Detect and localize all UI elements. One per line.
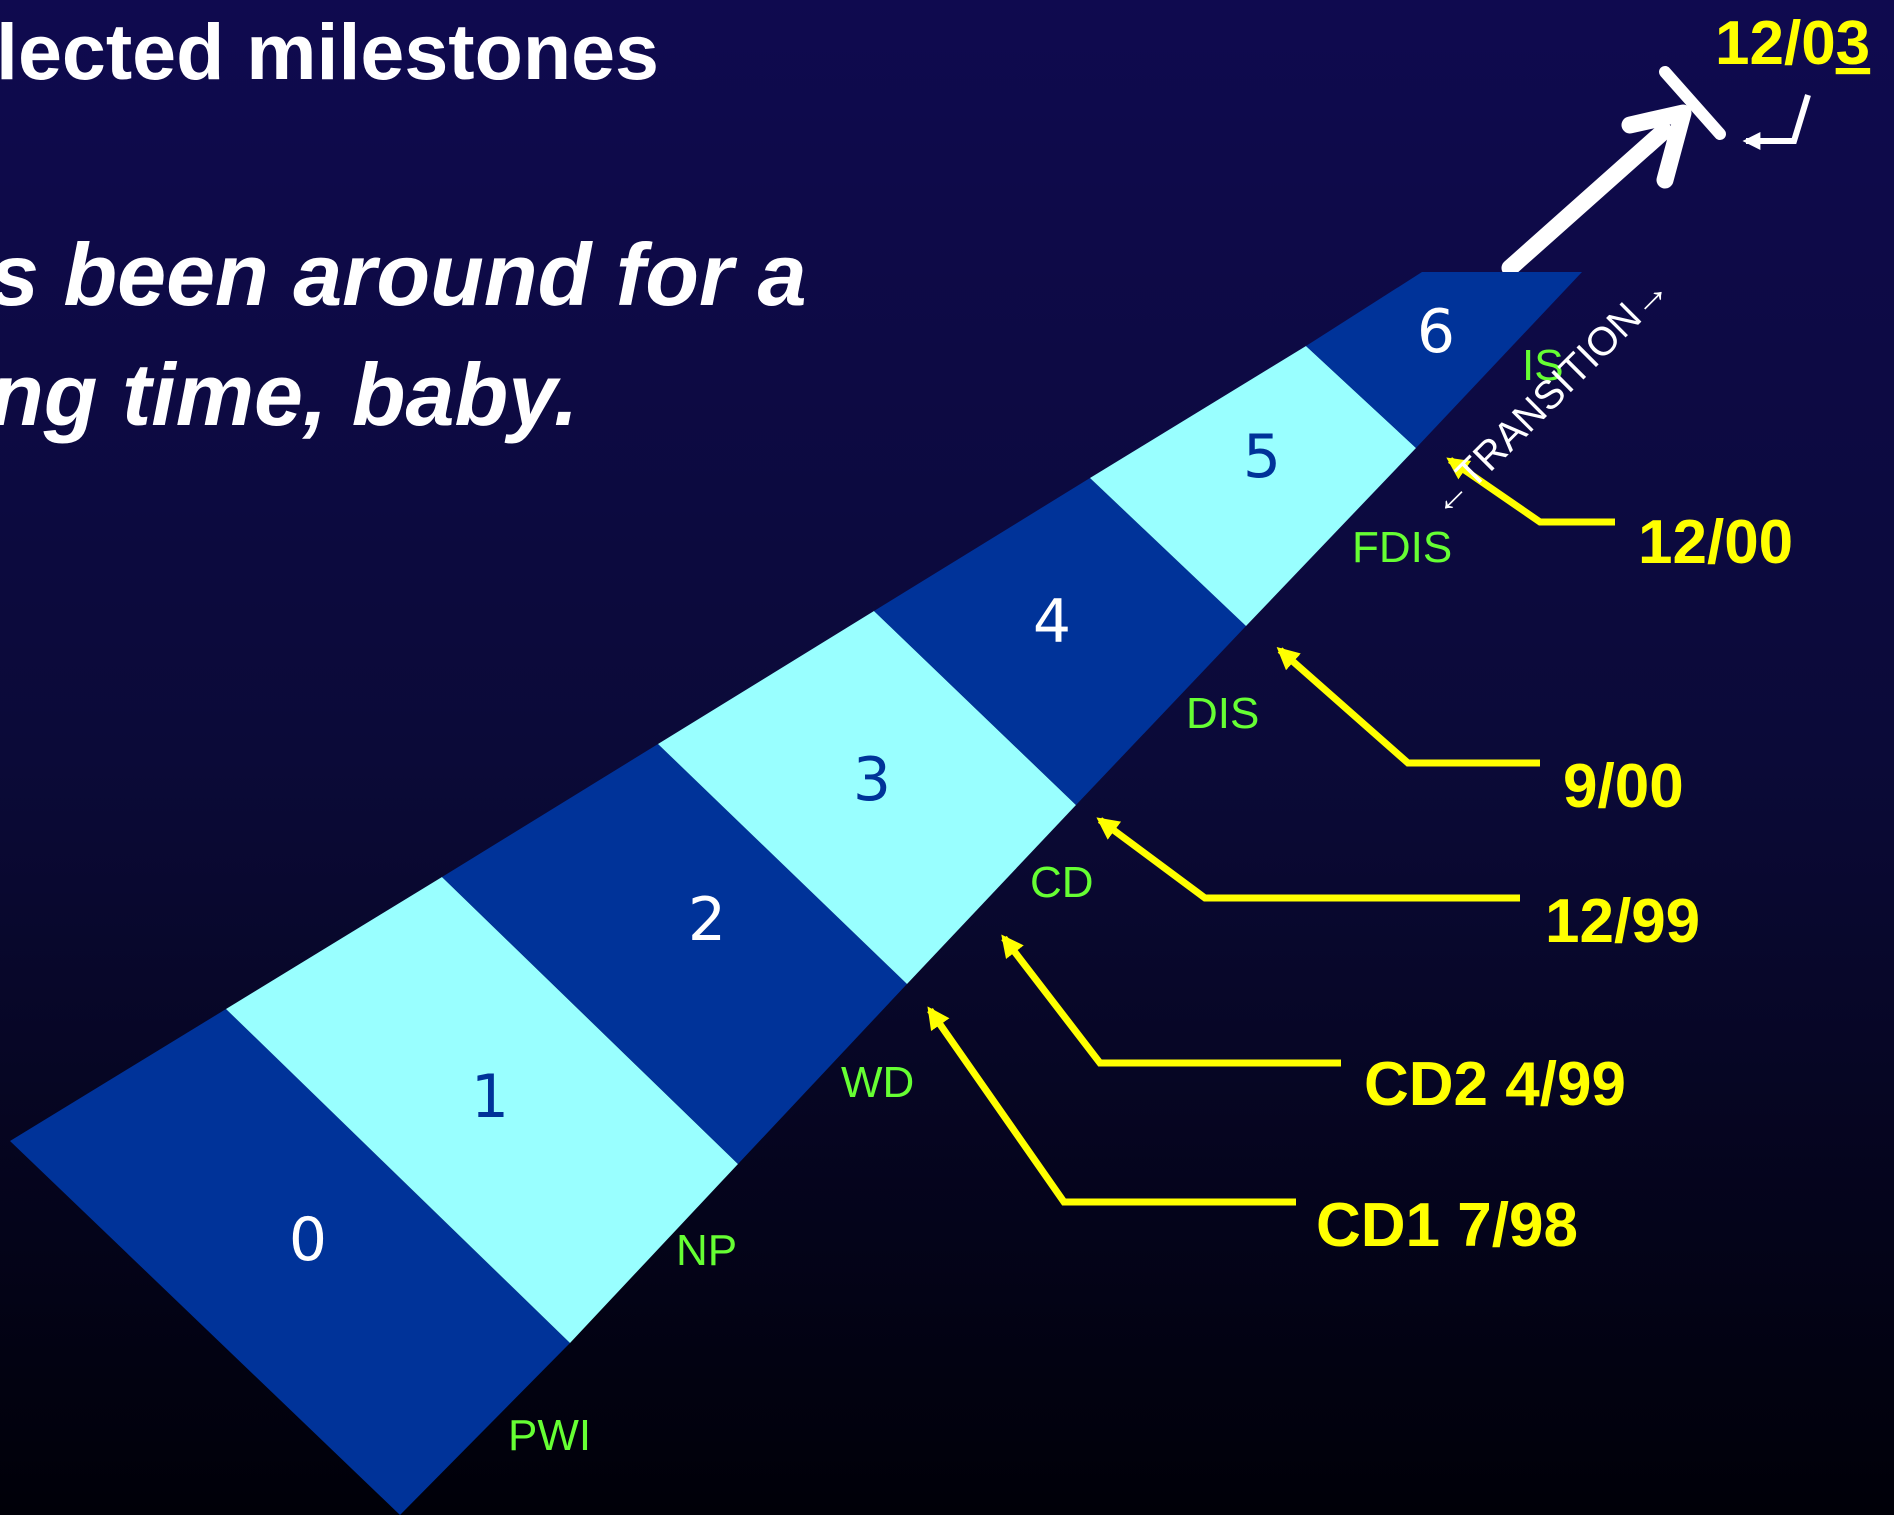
final-arrow-head: [1621, 104, 1692, 189]
stage-number-6: 6: [1417, 297, 1455, 367]
final-milestone-underlined: 3: [1836, 9, 1870, 78]
milestone-cd2-arrow: [1001, 934, 1341, 1067]
final-milestone-prefix: 12/0: [1715, 9, 1836, 78]
milestone-12-00-label: 12/00: [1638, 508, 1793, 577]
slide-title: lected milestones: [0, 7, 659, 96]
final-milestone-label: 12/03: [1715, 9, 1870, 78]
stage-number-1: 1: [471, 1062, 509, 1132]
stage-code-wd: WD: [841, 1058, 914, 1107]
final-arrow: [1501, 122, 1673, 277]
final-milestone-hook: [1742, 94, 1811, 150]
stage-band-6: [1306, 272, 1582, 448]
milestone-cd2-label: CD2 4/99: [1364, 1050, 1626, 1119]
stage-code-np: NP: [676, 1226, 737, 1275]
milestone-cd1-arrow: [927, 1006, 1296, 1206]
end-bar: [1659, 66, 1726, 140]
stage-code-pwi: PWI: [508, 1411, 591, 1460]
stage-code-dis: DIS: [1186, 689, 1259, 738]
milestone-9-00-label: 9/00: [1563, 752, 1684, 821]
stage-band-0: [10, 1009, 570, 1515]
stage-number-4: 4: [1033, 587, 1071, 657]
stage-code-fdis: FDIS: [1352, 523, 1452, 572]
subtitle-line-1: s been around for a: [0, 225, 807, 324]
stage-band-2: [442, 744, 907, 1164]
milestone-12-00-arrow: [1446, 457, 1615, 526]
stage-band-5: [1090, 346, 1416, 626]
milestone-12-99-arrow: [1096, 817, 1520, 902]
stage-band-4: [874, 478, 1246, 805]
stage-band-1: [226, 877, 738, 1343]
stage-code-is: IS: [1522, 341, 1564, 390]
stage-number-5: 5: [1243, 422, 1281, 492]
stage-number-2: 2: [688, 885, 726, 955]
stage-number-0: 0: [289, 1205, 327, 1275]
milestone-cd1-label: CD1 7/98: [1316, 1191, 1578, 1260]
milestone-9-00-arrow: [1276, 647, 1540, 767]
milestone-12-99-label: 12/99: [1545, 887, 1700, 956]
stage-code-cd: CD: [1030, 858, 1094, 907]
stage-number-3: 3: [853, 745, 891, 815]
subtitle-line-2: ng time, baby.: [0, 345, 579, 444]
stage-band-3: [658, 611, 1076, 984]
